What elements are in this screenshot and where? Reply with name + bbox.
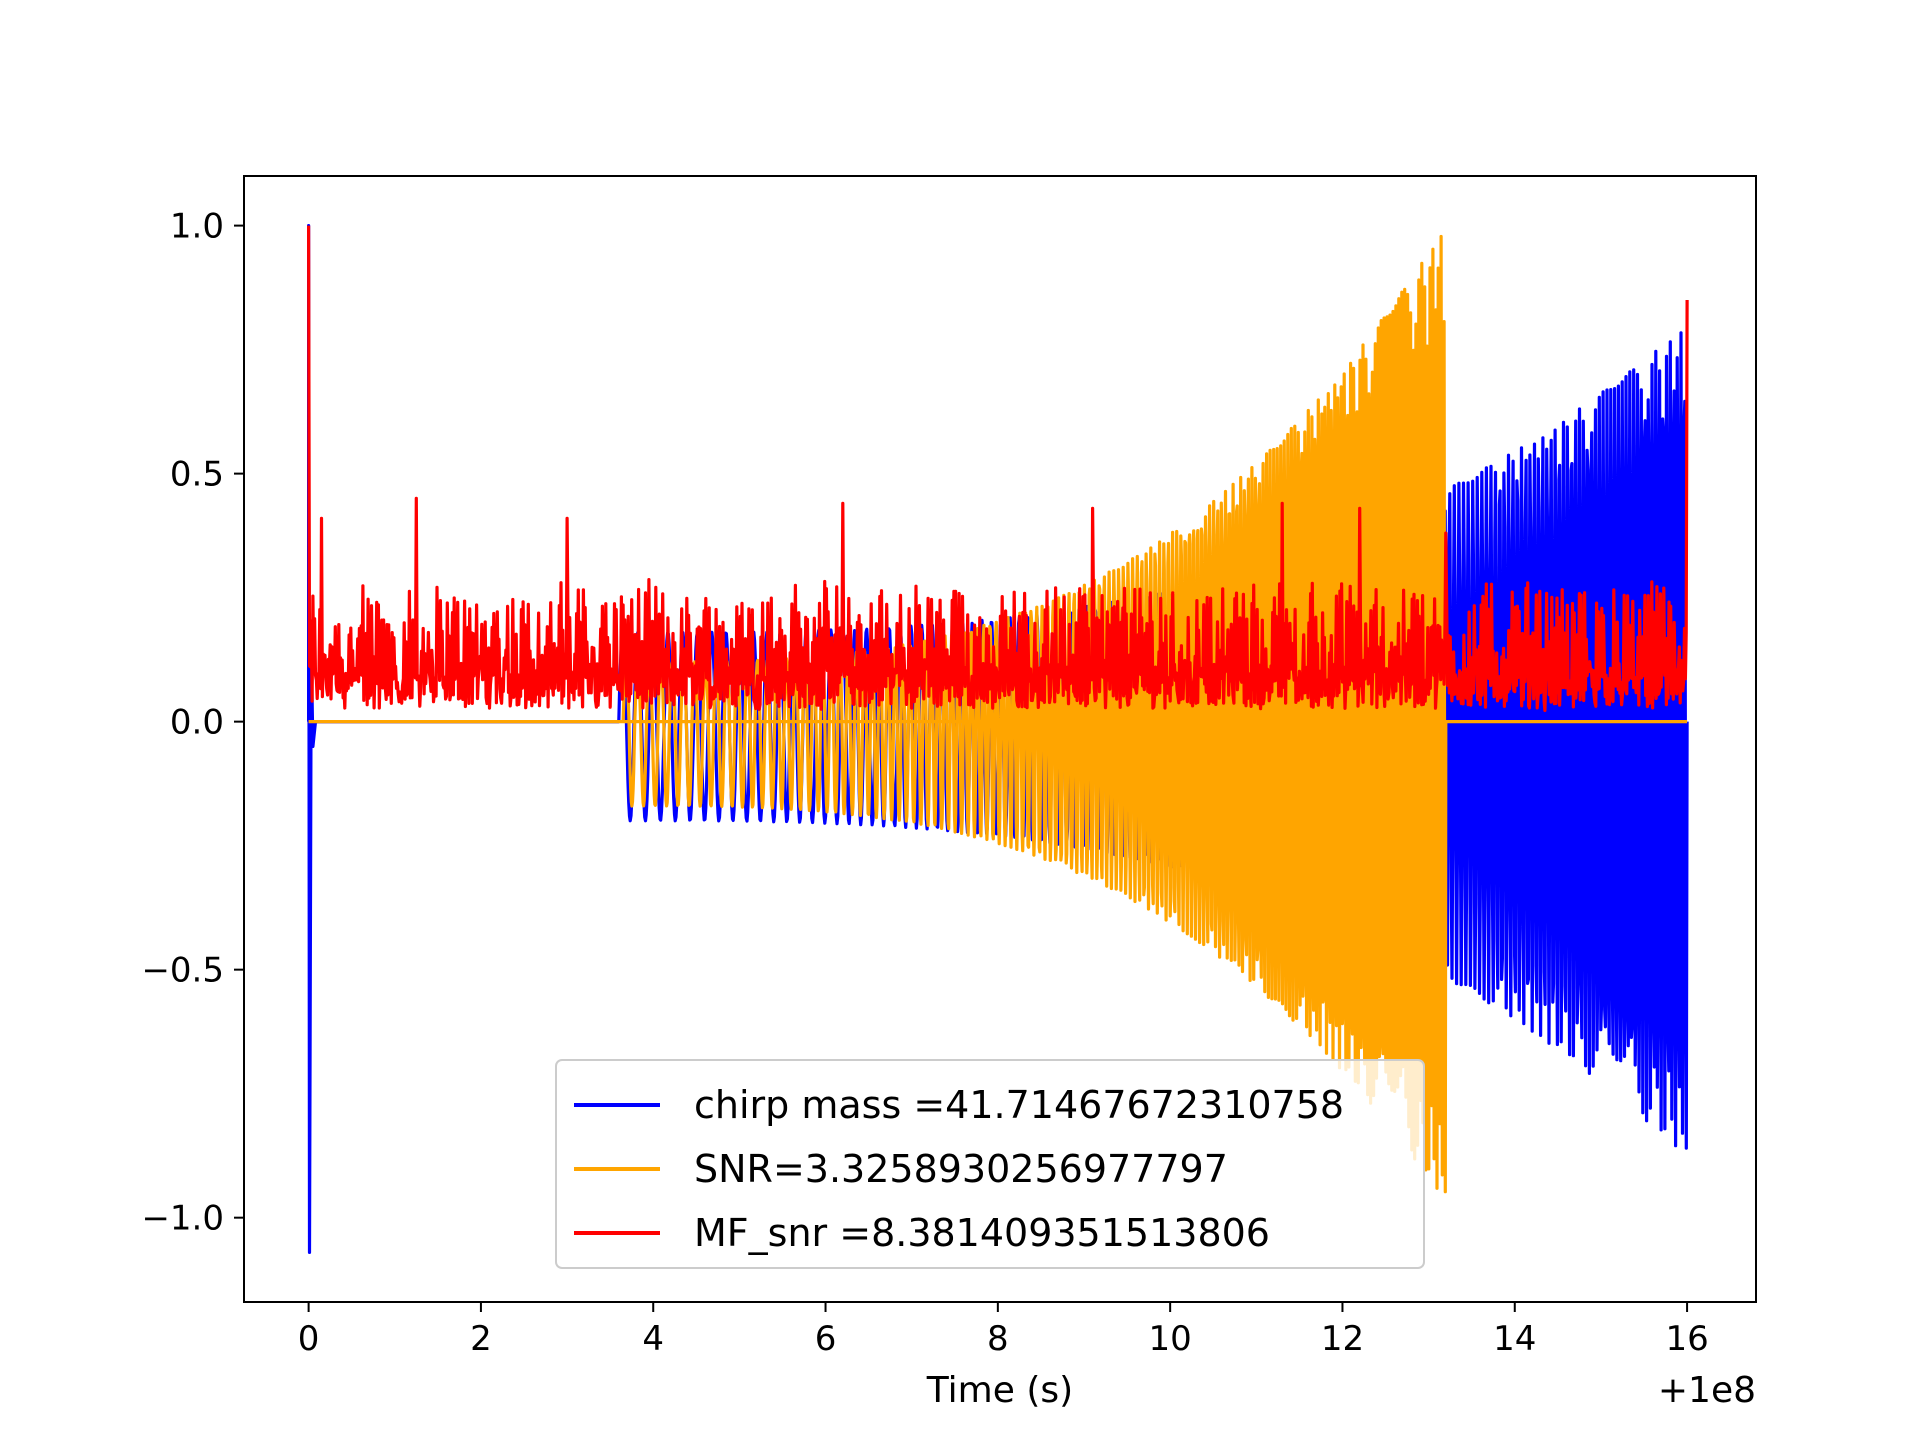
series-line-snr (621, 234, 1448, 1194)
y-axis: 1.0 0.5 0.0 −0.5 −1.0 (141, 207, 244, 1239)
x-tick-label: 6 (815, 1319, 837, 1359)
series-layer (307, 224, 1689, 1254)
x-tick-label: 12 (1321, 1319, 1364, 1359)
y-tick-label: −0.5 (141, 951, 224, 991)
legend-label-chirp-mass: chirp mass =41.71467672310758 (694, 1083, 1344, 1127)
x-tick-label: 2 (470, 1319, 492, 1359)
legend-label-mf-snr: MF_snr =8.381409351513806 (694, 1211, 1270, 1255)
legend-box (555, 1059, 1425, 1269)
y-tick-label: −1.0 (141, 1199, 224, 1239)
legend-label-snr: SNR=3.3258930256977797 (694, 1147, 1228, 1191)
x-tick-label: 10 (1149, 1319, 1192, 1359)
x-axis-label: Time (s) (926, 1370, 1073, 1411)
y-tick-label: 1.0 (170, 207, 224, 247)
x-tick-label: 8 (987, 1319, 1009, 1359)
x-tick-label: 0 (298, 1319, 320, 1359)
y-tick-label: 0.0 (170, 703, 224, 743)
x-axis: 0 2 4 6 8 10 12 14 16 (298, 1302, 1709, 1359)
x-tick-label: 16 (1665, 1319, 1708, 1359)
x-axis-offset-label: +1e8 (1658, 1370, 1756, 1411)
legend: chirp mass =41.71467672310758 SNR=3.3258… (555, 1059, 1425, 1269)
x-tick-label: 4 (642, 1319, 664, 1359)
x-tick-label: 14 (1493, 1319, 1536, 1359)
plot-area-frame (243, 175, 1757, 1303)
series-line-mf-snr (307, 225, 1689, 712)
y-tick-label: 0.5 (170, 455, 224, 495)
